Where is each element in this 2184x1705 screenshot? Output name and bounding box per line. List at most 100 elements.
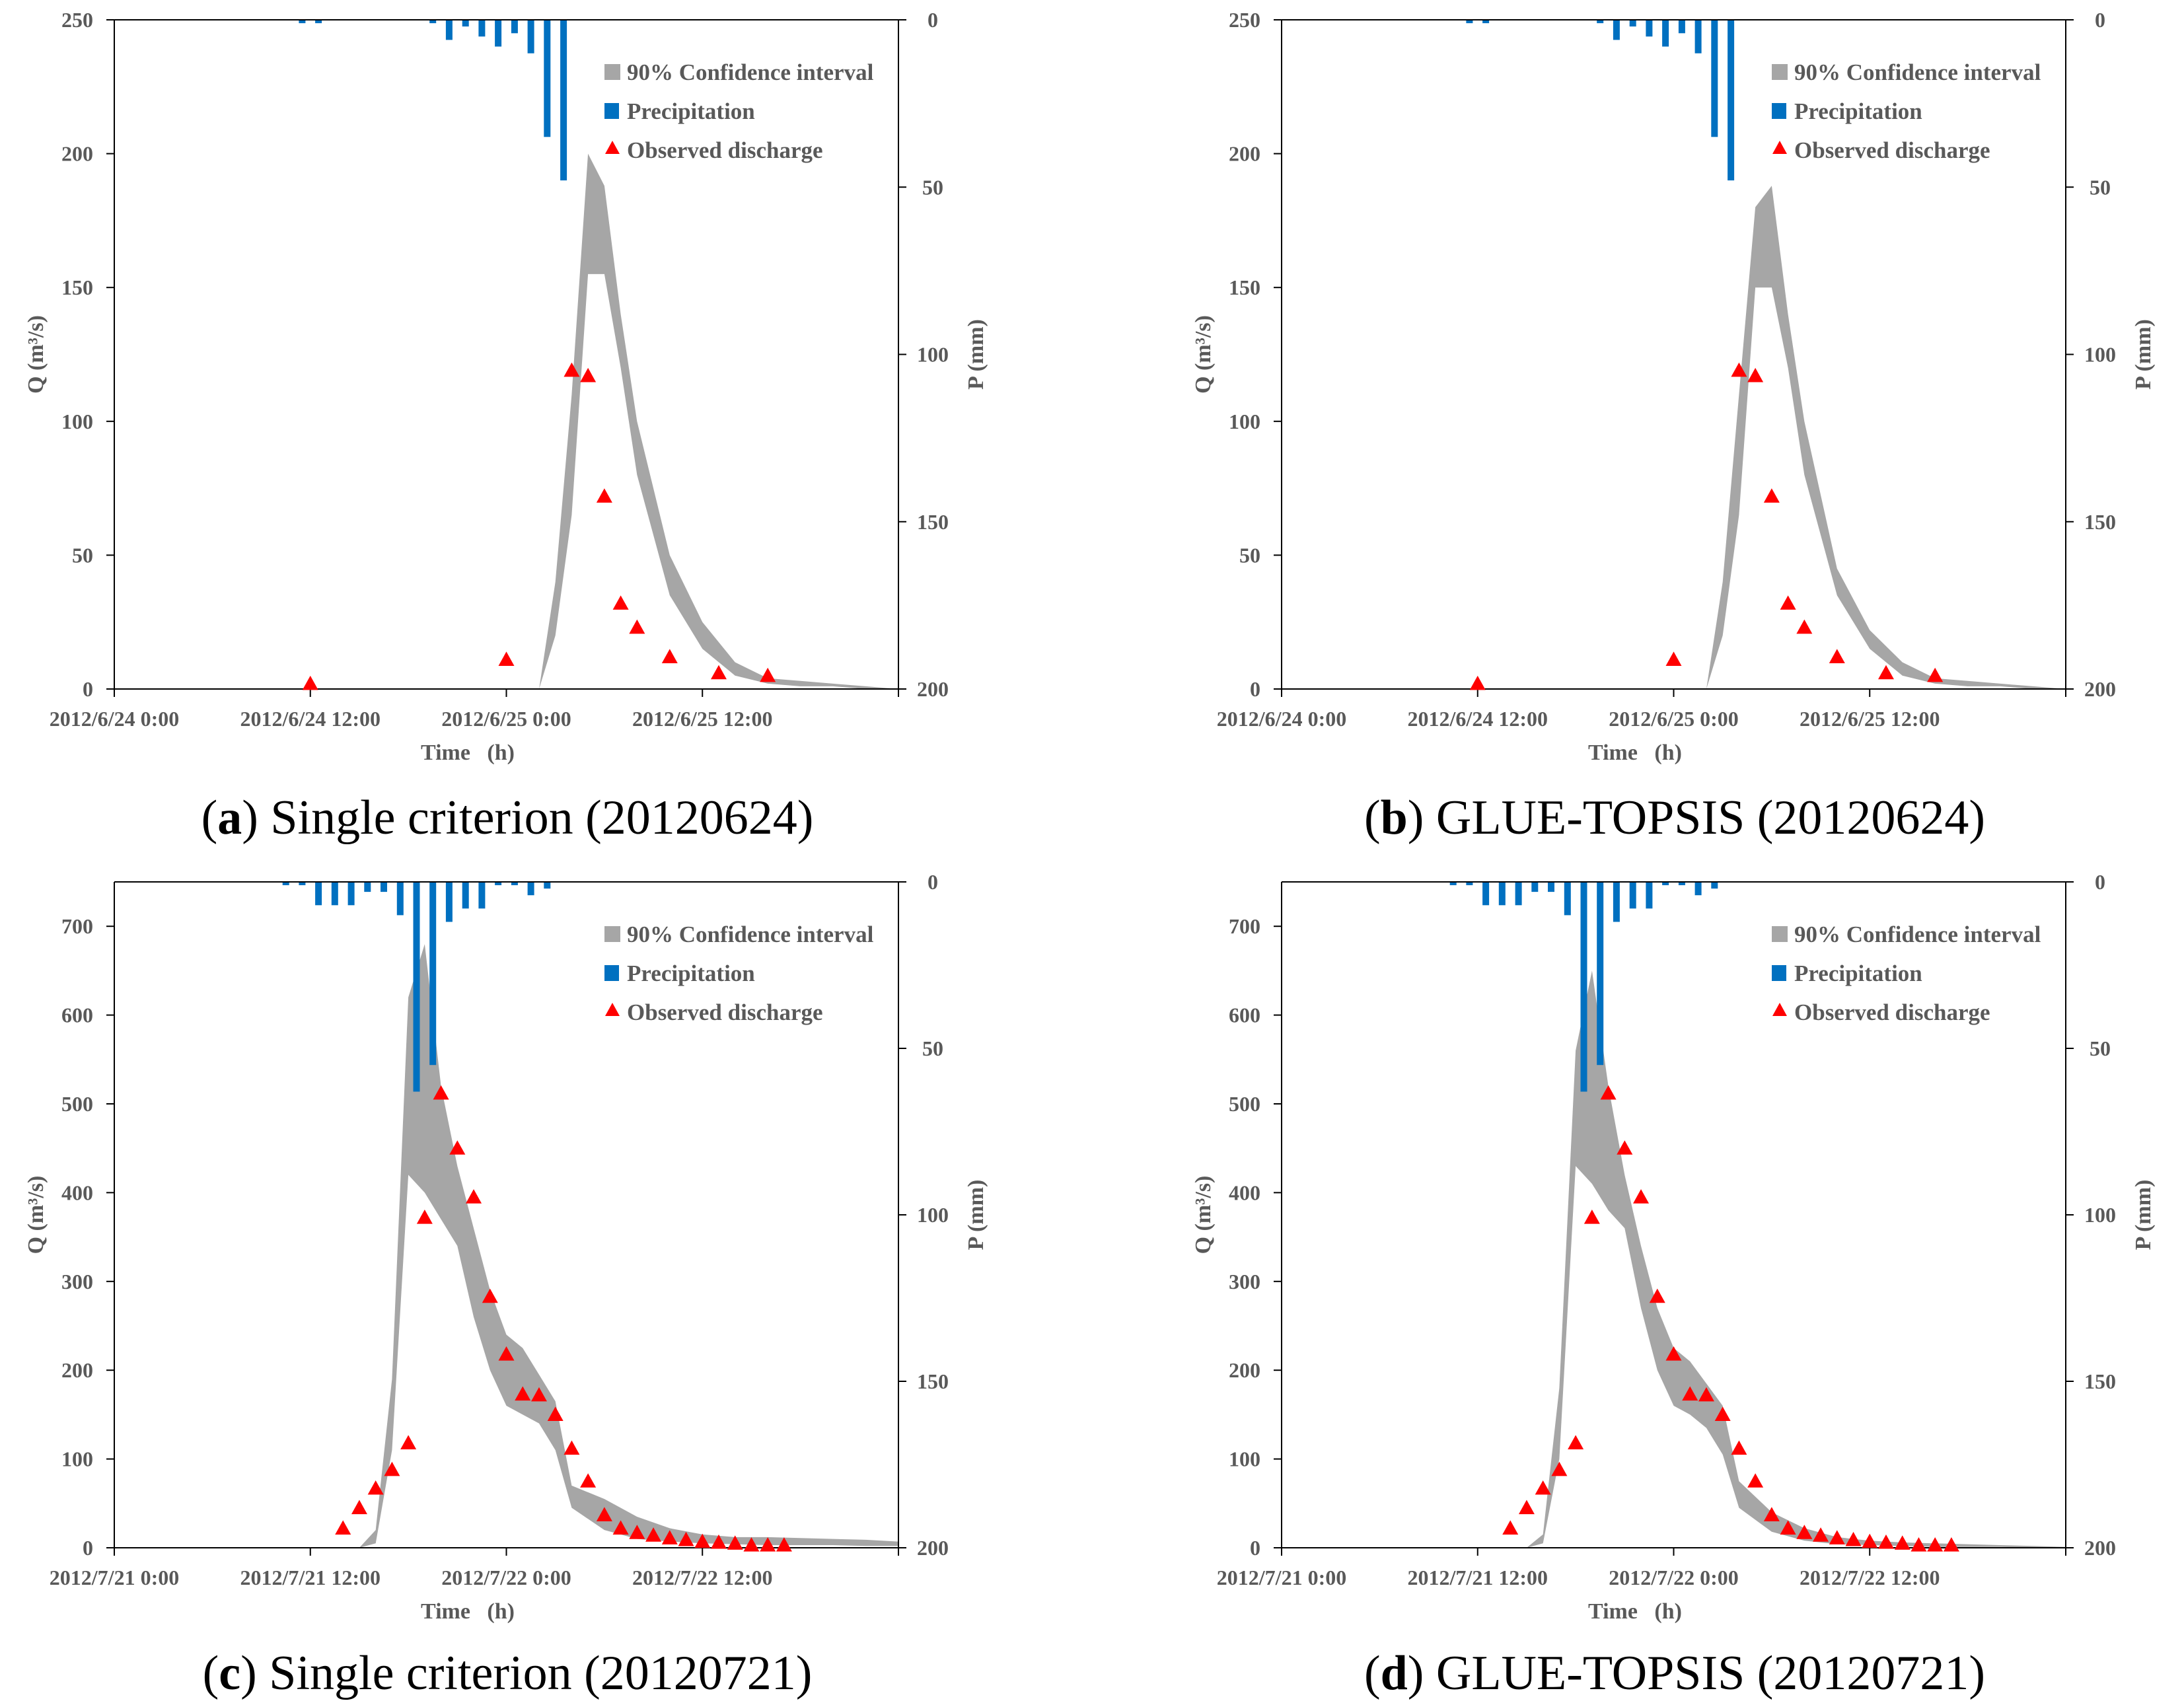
precipitation-bar xyxy=(560,20,567,181)
legend-swatch-observed xyxy=(605,141,620,154)
legend-swatch-confidence xyxy=(604,926,620,942)
legend-label: Observed discharge xyxy=(1794,137,1990,163)
time-axis-title: Time (h) xyxy=(1588,741,1682,765)
p-tick-label: 0 xyxy=(2095,870,2105,894)
legend-label: 90% Confidence interval xyxy=(627,59,874,85)
q-tick-label: 250 xyxy=(1229,8,1260,32)
precipitation-bar xyxy=(1580,882,1587,1092)
p-axis-title: P (mm) xyxy=(964,319,988,390)
time-tick-label: 2012/7/22 12:00 xyxy=(632,1566,772,1589)
time-axis-title: Time (h) xyxy=(421,1599,515,1624)
p-tick-label: 50 xyxy=(922,175,943,199)
precipitation-bar xyxy=(445,20,453,40)
observed-discharge-marker xyxy=(596,1507,612,1521)
precipitation-bar xyxy=(364,882,371,892)
q-tick-label: 100 xyxy=(1229,410,1260,433)
precipitation-bar xyxy=(462,882,469,909)
observed-discharge-marker xyxy=(1927,1537,1944,1552)
precipitation-bar xyxy=(1662,882,1669,885)
precipitation-bar xyxy=(429,882,437,1066)
precipitation-bar xyxy=(478,20,486,37)
q-axis-title: Q (m³/s) xyxy=(24,1176,48,1254)
legend-label: 90% Confidence interval xyxy=(1794,59,2041,85)
p-tick-label: 150 xyxy=(2084,1369,2116,1393)
time-axis-title: Time (h) xyxy=(1588,1599,1682,1624)
legend-swatch-confidence xyxy=(1772,64,1788,80)
observed-discharge-marker xyxy=(678,1531,694,1546)
observed-discharge-marker xyxy=(743,1537,760,1552)
precipitation-bar xyxy=(527,882,534,896)
precipitation-bar xyxy=(1498,882,1506,906)
observed-discharge-marker xyxy=(1682,1386,1698,1401)
legend-swatch-precipitation xyxy=(604,103,619,119)
precipitation-bar xyxy=(1629,20,1636,27)
panel-caption: (b) GLUE-TOPSIS (20120624) xyxy=(1364,791,1985,845)
observed-discharge-marker xyxy=(1763,1507,1780,1521)
q-tick-label: 200 xyxy=(1229,142,1260,166)
q-tick-label: 200 xyxy=(61,1358,93,1382)
precipitation-bar xyxy=(511,882,518,885)
precipitation-bar xyxy=(1711,20,1718,137)
observed-discharge-marker xyxy=(564,1440,580,1455)
legend-label: Precipitation xyxy=(627,98,755,124)
confidence-band xyxy=(539,153,898,690)
observed-discharge-marker xyxy=(449,1140,466,1155)
caption-text: ) Single criterion (20120721) xyxy=(240,1646,812,1700)
precipitation-bar xyxy=(299,20,306,24)
legend-label: Observed discharge xyxy=(1794,999,1990,1025)
precipitation-bar xyxy=(544,882,551,889)
time-axis-title: Time (h) xyxy=(421,741,515,765)
caption-letter: b xyxy=(1381,791,1408,845)
observed-discharge-marker xyxy=(466,1189,482,1204)
legend-swatch-precipitation xyxy=(1772,103,1786,119)
precipitation-bar xyxy=(511,20,518,34)
q-tick-label: 700 xyxy=(61,914,93,938)
observed-discharge-marker xyxy=(629,1525,645,1539)
observed-discharge-marker xyxy=(547,1406,564,1421)
time-tick-label: 2012/7/22 12:00 xyxy=(1800,1566,1940,1589)
observed-discharge-marker xyxy=(760,1537,776,1552)
precipitation-bar xyxy=(1564,882,1571,916)
q-axis-title: Q (m³/s) xyxy=(24,315,48,394)
legend-label: Observed discharge xyxy=(627,999,823,1025)
legend-label: Precipitation xyxy=(1794,961,1922,986)
precipitation-bar xyxy=(396,882,404,916)
q-tick-label: 300 xyxy=(61,1270,93,1293)
p-tick-label: 0 xyxy=(928,8,938,32)
observed-discharge-marker xyxy=(1894,1535,1911,1550)
time-tick-label: 2012/6/24 0:00 xyxy=(50,707,179,731)
precipitation-bar xyxy=(331,882,338,906)
p-tick-label: 50 xyxy=(2090,175,2111,199)
observed-discharge-marker xyxy=(694,1533,711,1548)
observed-discharge-marker xyxy=(1665,651,1682,667)
precipitation-bar xyxy=(315,882,322,906)
observed-discharge-marker xyxy=(580,367,597,382)
observed-discharge-marker xyxy=(776,1537,792,1552)
legend-swatch-precipitation xyxy=(1772,965,1786,981)
q-tick-label: 700 xyxy=(1229,914,1260,938)
legend-label: Precipitation xyxy=(627,961,755,986)
observed-discharge-marker xyxy=(1829,649,1845,663)
time-tick-label: 2012/7/21 0:00 xyxy=(50,1566,179,1589)
p-tick-label: 200 xyxy=(2084,677,2116,701)
q-axis-title: Q (m³/s) xyxy=(1191,1176,1216,1254)
precipitation-bar xyxy=(1597,20,1604,24)
observed-discharge-marker xyxy=(661,1530,678,1544)
observed-discharge-marker xyxy=(498,1346,515,1361)
p-tick-label: 0 xyxy=(2095,8,2105,32)
caption-letter: d xyxy=(1381,1646,1408,1700)
precipitation-bar xyxy=(1694,20,1702,54)
observed-discharge-marker xyxy=(645,1527,662,1542)
time-tick-label: 2012/6/24 12:00 xyxy=(240,707,381,731)
precipitation-bar xyxy=(1694,882,1702,896)
precipitation-bar xyxy=(429,20,437,24)
observed-discharge-marker xyxy=(1927,667,1944,682)
precipitation-bar xyxy=(1548,882,1554,892)
observed-discharge-marker xyxy=(1747,1473,1764,1488)
p-tick-label: 200 xyxy=(917,1536,949,1560)
q-tick-label: 50 xyxy=(1239,543,1260,567)
precipitation-bar xyxy=(445,882,453,922)
q-tick-label: 0 xyxy=(83,1536,93,1560)
legend-label: 90% Confidence interval xyxy=(627,922,874,947)
observed-discharge-marker xyxy=(1633,1189,1650,1204)
